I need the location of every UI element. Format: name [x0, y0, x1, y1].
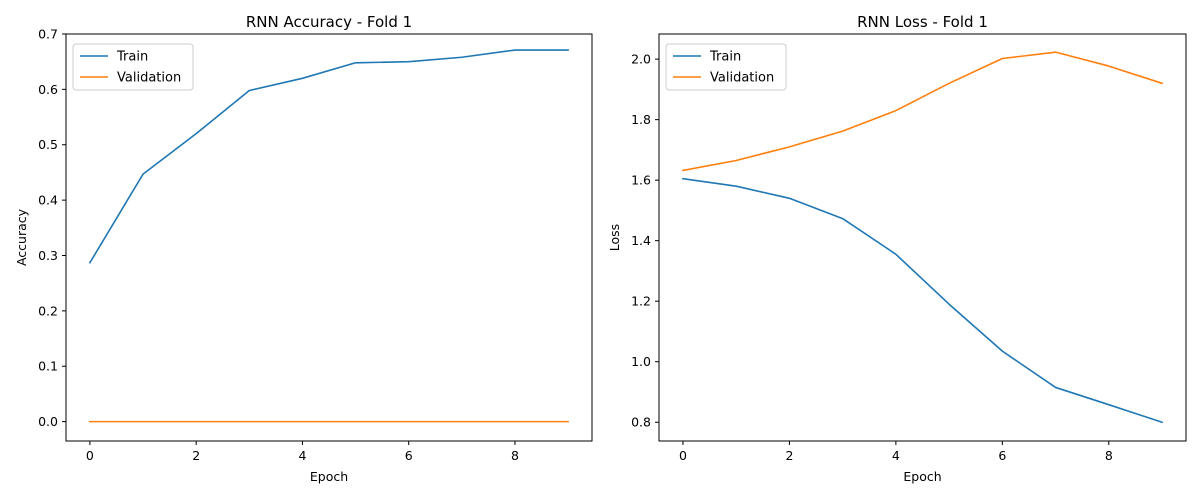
loss-y-tick-label: 1.8 [631, 112, 651, 127]
accuracy-y-tick-label: 0.0 [38, 414, 58, 429]
loss-y-tick-label: 1.6 [631, 173, 651, 188]
loss-x-tick-label: 4 [892, 448, 900, 463]
loss-y-tick-label: 0.8 [631, 415, 651, 430]
loss-plot-frame [658, 33, 1187, 442]
accuracy-x-tick-label: 0 [86, 448, 94, 463]
loss-y-tick-label: 1.0 [631, 354, 651, 369]
loss-legend-label-validation: Validation [710, 71, 774, 86]
accuracy-plot-frame [65, 33, 593, 442]
loss-series-train-line [682, 177, 1164, 424]
loss-x-tick-label: 0 [679, 448, 687, 463]
loss-series-validation-line [682, 51, 1164, 172]
loss-y-tick-label: 1.2 [631, 294, 651, 309]
accuracy-y-tick-label: 0.1 [38, 359, 58, 374]
loss-legend: Train Validation [665, 43, 787, 91]
accuracy-x-tick-label: 8 [511, 448, 519, 463]
loss-y-tick-label: 2.0 [631, 52, 651, 67]
loss-chart-title: RNN Loss - Fold 1 [857, 13, 988, 31]
loss-legend-label-train: Train [709, 50, 741, 65]
accuracy-legend-label-validation: Validation [117, 71, 181, 86]
accuracy-y-tick-label: 0.3 [38, 248, 58, 263]
accuracy-x-axis-label: Epoch [310, 469, 348, 484]
loss-x-tick-label: 6 [998, 448, 1006, 463]
accuracy-y-tick-label: 0.6 [38, 82, 58, 97]
accuracy-legend: Train Validation [72, 43, 194, 91]
accuracy-legend-label-train: Train [116, 50, 148, 65]
loss-x-tick-label: 2 [785, 448, 793, 463]
loss-x-tick-label: 8 [1105, 448, 1113, 463]
accuracy-x-tick-label: 2 [192, 448, 200, 463]
accuracy-chart-title: RNN Accuracy - Fold 1 [246, 13, 412, 31]
loss-x-axis-label: Epoch [903, 469, 941, 484]
accuracy-y-tick-label: 0.4 [38, 193, 58, 208]
accuracy-y-tick-label: 0.5 [38, 137, 58, 152]
loss-chart: 0 2 4 6 8 0.8 1.0 1.2 1.4 1.6 1.8 2.0 RNN Loss - Fol… [607, 13, 1187, 484]
accuracy-y-tick-label: 0.7 [38, 27, 58, 42]
accuracy-y-tick-label: 0.2 [38, 303, 58, 318]
loss-y-axis-label: Loss [607, 224, 622, 251]
accuracy-chart: 0 2 4 6 8 0.0 0.1 0.2 0.3 0.4 0.5 0.6 0.7 RNN Accurac… [14, 13, 593, 484]
accuracy-y-axis-label: Accuracy [14, 208, 29, 266]
accuracy-x-tick-label: 4 [298, 448, 306, 463]
loss-y-tick-label: 1.4 [631, 233, 651, 248]
accuracy-series-train-line [88, 49, 569, 264]
accuracy-x-tick-label: 6 [405, 448, 413, 463]
